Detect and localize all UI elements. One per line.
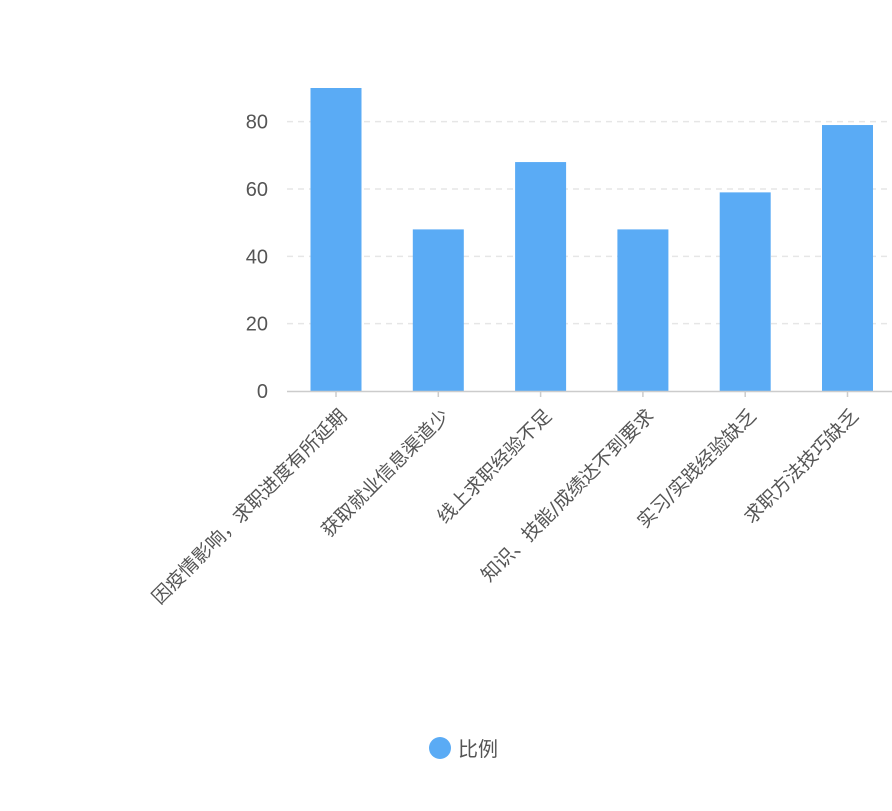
y-tick-label: 80 — [246, 112, 268, 134]
legend[interactable]: 比例 — [429, 737, 498, 761]
bar[interactable] — [310, 88, 362, 391]
bar[interactable] — [617, 229, 669, 391]
y-tick-label: 0 — [257, 381, 268, 403]
x-category-label: 知识、技能/成绩达不到要求 — [477, 405, 658, 586]
x-category-label: 求职方法技巧缺乏 — [740, 405, 863, 528]
y-tick-label: 40 — [246, 246, 268, 268]
legend-marker — [429, 737, 451, 759]
bars — [310, 88, 873, 397]
y-tick-labels: 0 20 40 60 80 — [246, 112, 268, 403]
legend-label: 比例 — [458, 737, 498, 761]
bar[interactable] — [515, 162, 567, 391]
gridlines — [287, 120, 892, 325]
bar[interactable] — [822, 125, 873, 392]
x-category-label: 因疫情影响，求职进度有所延期 — [148, 405, 352, 609]
y-tick-label: 60 — [246, 179, 268, 201]
y-tick-label: 20 — [246, 314, 268, 336]
x-category-labels: 因疫情影响，求职进度有所延期获取就业信息渠道少线上求职经验不足知识、技能/成绩达… — [148, 405, 863, 609]
bar[interactable] — [412, 229, 464, 391]
bar[interactable] — [719, 192, 771, 391]
